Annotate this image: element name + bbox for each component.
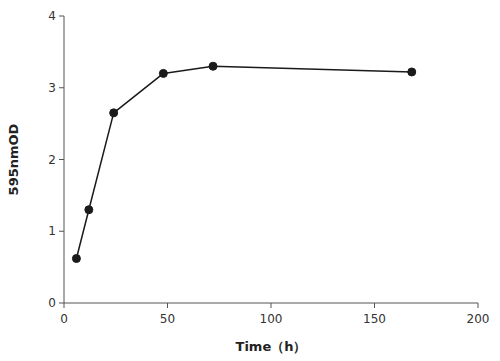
y-tick xyxy=(59,87,64,88)
x-tick-label: 200 xyxy=(467,312,490,326)
x-tick-label: 50 xyxy=(160,312,175,326)
x-tick xyxy=(64,303,65,308)
data-point xyxy=(110,109,118,117)
data-point xyxy=(408,68,416,76)
x-tick xyxy=(478,303,479,308)
data-point xyxy=(85,206,93,214)
data-point xyxy=(159,69,167,77)
plot-area xyxy=(72,62,415,262)
y-tick-label: 2 xyxy=(48,153,56,167)
x-tick-label: 100 xyxy=(260,312,283,326)
data-point xyxy=(72,255,80,263)
y-tick xyxy=(59,231,64,232)
y-tick-label: 1 xyxy=(48,224,56,238)
y-tick-label: 3 xyxy=(48,81,56,95)
x-axis-title: Time（h） xyxy=(236,339,307,354)
x-tick-label: 150 xyxy=(363,312,386,326)
chart-container: 0 1 2 3 4 0 50 100 150 200 Time（h） 595nmOD xyxy=(0,0,500,361)
chart: 0 1 2 3 4 0 50 100 150 200 Time（h） 595nmOD xyxy=(0,0,500,361)
data-point xyxy=(209,62,217,70)
x-tick xyxy=(374,303,375,308)
y-axis: 0 1 2 3 4 xyxy=(48,9,64,310)
y-tick xyxy=(59,159,64,160)
x-tick xyxy=(271,303,272,308)
y-tick-label: 4 xyxy=(48,9,56,23)
y-axis-title: 595nmOD xyxy=(6,123,21,195)
x-tick-label: 0 xyxy=(60,312,68,326)
x-axis: 0 50 100 150 200 xyxy=(60,303,489,326)
y-tick xyxy=(59,16,64,17)
data-line xyxy=(76,66,411,258)
y-tick xyxy=(59,303,64,304)
x-tick xyxy=(167,303,168,308)
y-tick-label: 0 xyxy=(48,296,56,310)
